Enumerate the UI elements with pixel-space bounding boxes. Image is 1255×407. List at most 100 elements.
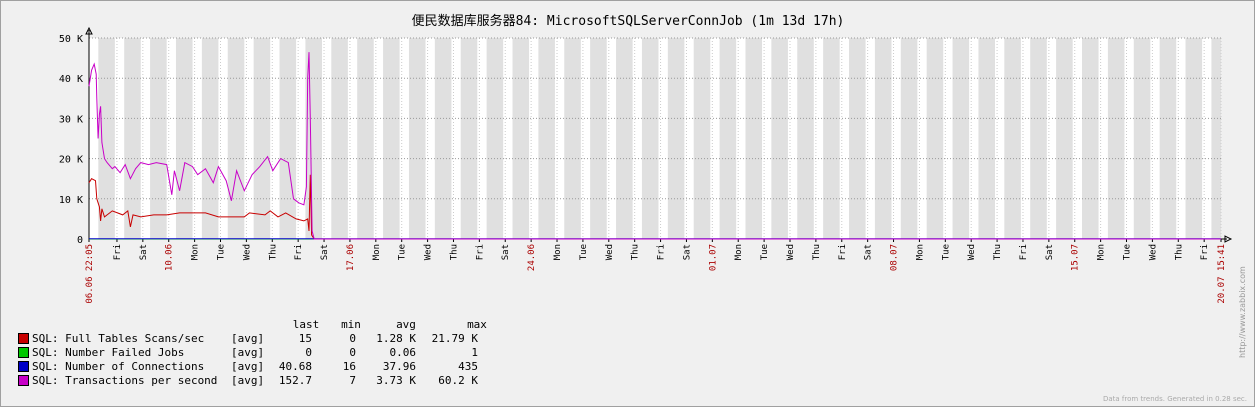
day-band <box>383 38 400 239</box>
day-band <box>874 38 892 239</box>
y-tick-label: 30 K <box>59 114 83 125</box>
series-line <box>88 174 1221 240</box>
day-band <box>486 38 504 239</box>
x-tick-label: Tue <box>760 244 770 260</box>
day-band <box>331 38 348 239</box>
legend-swatch <box>18 347 29 358</box>
x-tick-label: 01.07 <box>708 244 718 271</box>
legend-min: 7 <box>349 374 356 387</box>
x-tick-label: Sat <box>864 244 874 260</box>
x-tick-label: Fri <box>1200 244 1210 260</box>
legend-avg: 3.73 K <box>376 374 416 387</box>
day-band <box>175 38 193 239</box>
day-band <box>1159 38 1177 239</box>
x-tick-label: Fri <box>838 244 848 260</box>
legend-last: 0 <box>305 346 312 359</box>
day-band <box>1004 38 1021 239</box>
x-tick-label: Mon <box>734 244 744 260</box>
x-tick-label: Thu <box>268 244 278 260</box>
x-tick-label: Tue <box>1123 244 1133 260</box>
x-tick-label: Mon <box>553 244 563 260</box>
chart-title: 便民数据库服务器84: MicrosoftSQLServerConnJob (1… <box>412 13 845 29</box>
legend-last: 152.7 <box>278 374 312 387</box>
day-band <box>849 38 866 239</box>
footer-note: Data from trends. Generated in 0.28 sec. <box>1102 395 1247 403</box>
x-tick-label: Fri <box>294 244 304 260</box>
x-tick-label: 20.07 15:41 <box>1217 244 1227 304</box>
day-band <box>667 38 685 239</box>
x-tick-label: 06.06 22:05 <box>85 244 95 304</box>
day-band <box>538 38 555 239</box>
day-band <box>512 38 530 239</box>
x-tick-label: 10.06 <box>165 244 175 271</box>
day-band <box>823 38 840 239</box>
x-tick-label: Thu <box>449 244 459 260</box>
legend-swatch <box>18 361 29 372</box>
legend-func: [avg] <box>231 374 265 387</box>
day-band <box>978 38 996 239</box>
day-band <box>1081 38 1099 239</box>
x-tick-label: 15.07 <box>1071 244 1081 271</box>
day-band <box>434 38 452 239</box>
legend-series-name: SQL: Transactions per second <box>32 374 218 387</box>
x-tick-label: Mon <box>372 244 382 260</box>
x-axis-arrow <box>1224 235 1233 243</box>
day-band <box>98 38 115 239</box>
legend-header-max: max <box>467 318 487 331</box>
legend-swatch <box>18 375 29 386</box>
x-tick-label: Sat <box>320 244 330 260</box>
day-band <box>460 38 478 239</box>
day-band <box>926 38 944 239</box>
day-band <box>150 38 167 239</box>
day-band <box>900 38 918 239</box>
x-tick-label: Wed <box>242 244 252 260</box>
x-tick-label: Sat <box>501 244 511 260</box>
day-band <box>201 38 219 239</box>
x-tick-label: Tue <box>398 244 408 260</box>
legend-header-avg: avg <box>396 318 416 331</box>
x-tick-label: Thu <box>812 244 822 260</box>
legend-min: 0 <box>349 332 356 345</box>
legend-func: [avg] <box>231 360 265 373</box>
x-tick-label: Wed <box>424 244 434 260</box>
y-tick-label: 20 K <box>59 155 83 166</box>
y-tick-label: 40 K <box>59 74 83 85</box>
day-band <box>1211 38 1221 239</box>
x-tick-label: Mon <box>915 244 925 260</box>
day-band <box>124 38 141 239</box>
legend-header-last: last <box>292 318 320 331</box>
legend-last: 15 <box>298 332 312 345</box>
x-tick-label: Fri <box>475 244 485 260</box>
day-band <box>952 38 970 239</box>
day-band <box>1133 38 1151 239</box>
x-tick-label: Fri <box>1019 244 1029 260</box>
day-band <box>771 38 788 239</box>
y-tick-label: 0 <box>77 235 83 246</box>
x-tick-label: Wed <box>786 244 796 260</box>
x-tick-label: Mon <box>1097 244 1107 260</box>
legend-func: [avg] <box>231 332 265 345</box>
day-band <box>641 38 659 239</box>
legend-row: SQL: Number of Connections [avg] 40.68 1… <box>18 360 498 374</box>
x-tick-label: Thu <box>993 244 1003 260</box>
day-band <box>1056 38 1073 239</box>
x-tick-label: Fri <box>113 244 123 260</box>
legend-row: SQL: Full Tables Scans/sec [avg] 15 0 1.… <box>18 332 498 346</box>
legend-series-name: SQL: Number of Connections <box>32 360 205 373</box>
x-tick-label: 24.06 <box>527 244 537 271</box>
legend-row: SQL: Transactions per second [avg] 152.7… <box>18 374 498 388</box>
day-band <box>719 38 737 239</box>
day-band <box>590 38 607 239</box>
legend-max: 1 <box>471 346 478 359</box>
day-band <box>693 38 711 239</box>
legend-max: 60.2 K <box>438 374 478 387</box>
legend-avg: 37.96 <box>382 360 416 373</box>
legend-row: SQL: Number Failed Jobs [avg] 0 0 0.06 1 <box>18 346 498 360</box>
x-tick-label: 08.07 <box>890 244 900 271</box>
legend-max: 21.79 K <box>431 332 478 345</box>
day-band <box>1030 38 1047 239</box>
day-band <box>745 38 763 239</box>
legend-last: 40.68 <box>278 360 312 373</box>
x-tick-label: Wed <box>967 244 977 260</box>
